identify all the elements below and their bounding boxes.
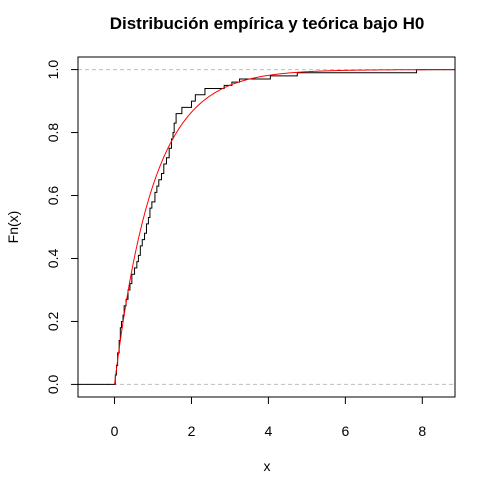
y-tick-label: 0.2 [45, 312, 61, 332]
x-tick-label: 8 [418, 423, 426, 439]
x-tick-label: 0 [111, 423, 119, 439]
x-tick-label: 6 [341, 423, 349, 439]
series-layer [78, 69, 455, 385]
x-axis-label: x [264, 458, 271, 474]
y-tick-label: 0.0 [45, 374, 61, 394]
theoretical-cdf-line [114, 69, 455, 385]
x-axis: 0 2 4 6 8 [111, 396, 426, 439]
y-axis: 0.0 0.2 0.4 0.6 0.8 1.0 [45, 60, 79, 394]
chart-title: Distribución empírica y teórica bajo H0 [110, 14, 425, 33]
x-tick-label: 4 [265, 423, 273, 439]
y-tick-label: 0.4 [45, 249, 61, 269]
ecdf-step-line [78, 69, 455, 385]
plot-frame [77, 56, 456, 398]
y-tick-label: 0.6 [45, 186, 61, 206]
y-tick-label: 1.0 [45, 60, 61, 80]
y-axis-label: Fn(x) [5, 211, 21, 244]
y-tick-label: 0.8 [45, 123, 61, 143]
reference-lines [78, 69, 455, 385]
x-tick-label: 2 [188, 423, 196, 439]
